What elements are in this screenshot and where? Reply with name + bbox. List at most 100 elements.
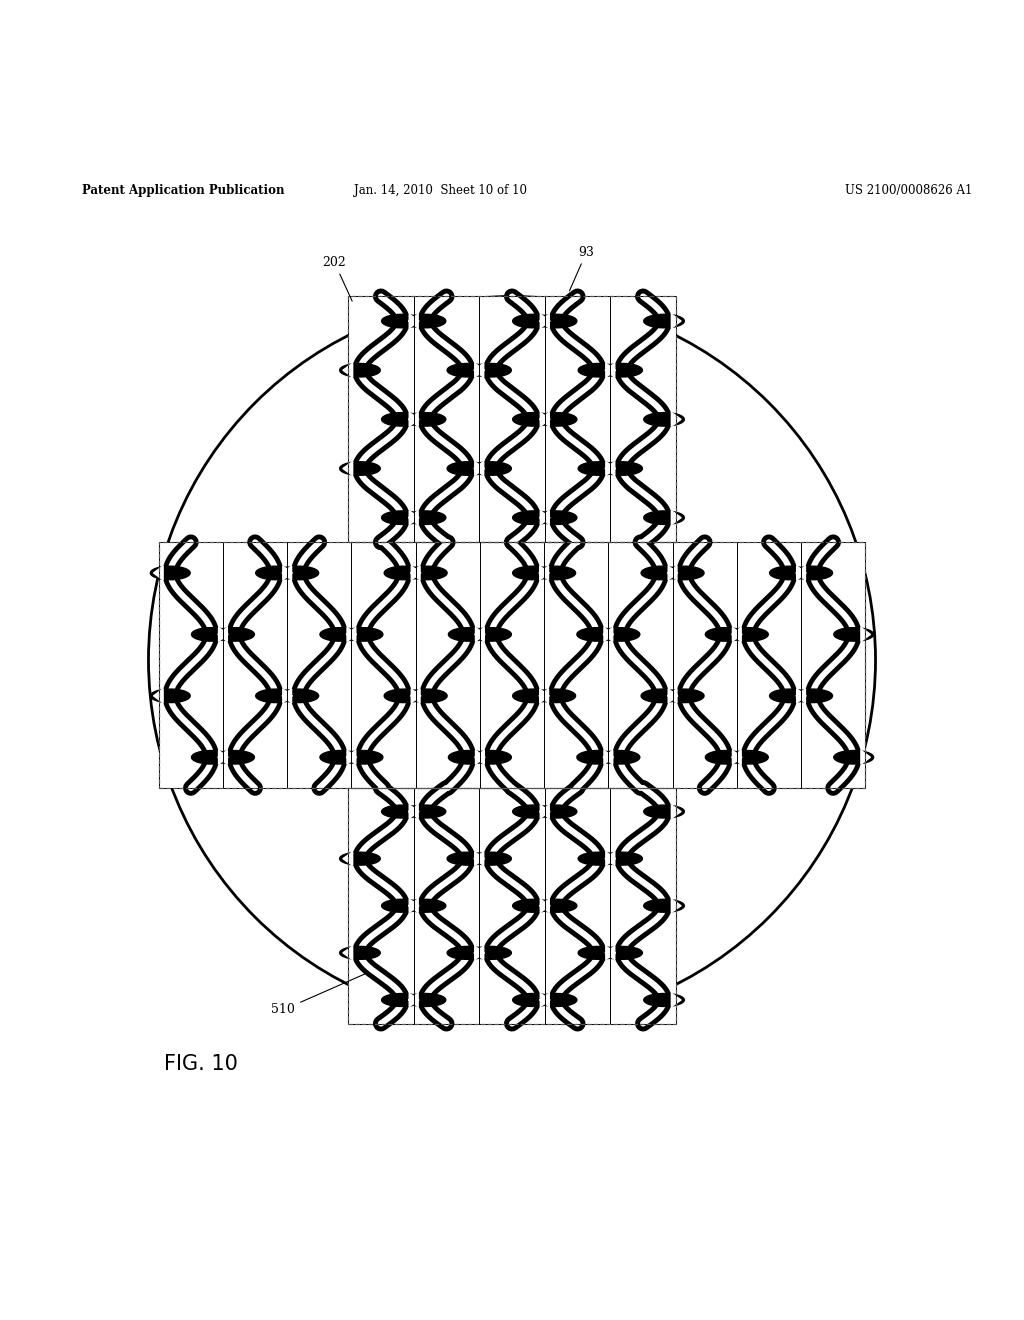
Polygon shape: [475, 627, 484, 642]
Polygon shape: [343, 851, 352, 866]
Polygon shape: [665, 566, 705, 579]
Polygon shape: [541, 511, 550, 524]
Polygon shape: [797, 566, 806, 579]
Polygon shape: [541, 412, 550, 426]
Polygon shape: [797, 689, 806, 702]
Polygon shape: [579, 853, 618, 865]
Polygon shape: [641, 689, 681, 702]
Polygon shape: [215, 751, 254, 764]
Polygon shape: [577, 751, 616, 764]
Polygon shape: [256, 689, 296, 702]
Polygon shape: [218, 627, 228, 642]
Polygon shape: [409, 511, 418, 524]
Polygon shape: [218, 627, 227, 642]
Polygon shape: [796, 566, 806, 579]
Polygon shape: [382, 511, 422, 524]
Polygon shape: [796, 689, 806, 702]
Polygon shape: [475, 363, 484, 378]
Polygon shape: [410, 805, 419, 818]
Bar: [348, 788, 676, 1023]
Text: 93: 93: [569, 246, 595, 290]
Polygon shape: [382, 994, 422, 1006]
Polygon shape: [644, 899, 684, 912]
Bar: [348, 788, 676, 1023]
Polygon shape: [218, 750, 228, 764]
Polygon shape: [540, 511, 549, 524]
Polygon shape: [447, 363, 487, 378]
Polygon shape: [540, 689, 549, 702]
Polygon shape: [541, 993, 550, 1007]
Polygon shape: [279, 689, 318, 702]
Polygon shape: [540, 805, 549, 818]
Polygon shape: [537, 899, 577, 912]
Polygon shape: [513, 994, 553, 1006]
Text: US 2100/0008626 A1: US 2100/0008626 A1: [846, 183, 973, 197]
Polygon shape: [770, 689, 809, 702]
Polygon shape: [154, 689, 163, 702]
Polygon shape: [408, 566, 447, 579]
Polygon shape: [602, 462, 642, 475]
Polygon shape: [319, 751, 359, 764]
Polygon shape: [600, 627, 640, 642]
Polygon shape: [540, 314, 549, 329]
Polygon shape: [409, 899, 418, 912]
Polygon shape: [282, 689, 292, 702]
Polygon shape: [672, 412, 681, 426]
Polygon shape: [346, 750, 355, 764]
Polygon shape: [732, 627, 741, 642]
Polygon shape: [770, 566, 809, 579]
Polygon shape: [513, 566, 553, 579]
Polygon shape: [539, 566, 549, 579]
Polygon shape: [410, 899, 419, 912]
Polygon shape: [471, 946, 511, 960]
Polygon shape: [513, 805, 553, 818]
Polygon shape: [861, 627, 870, 642]
Polygon shape: [728, 627, 768, 642]
Polygon shape: [644, 994, 684, 1006]
Polygon shape: [606, 462, 615, 475]
Polygon shape: [154, 566, 163, 579]
Polygon shape: [668, 566, 677, 579]
Polygon shape: [343, 462, 352, 475]
Polygon shape: [408, 689, 447, 702]
Polygon shape: [644, 511, 684, 524]
Polygon shape: [603, 750, 612, 764]
Polygon shape: [475, 750, 484, 764]
Polygon shape: [834, 751, 873, 764]
Polygon shape: [604, 627, 613, 642]
Polygon shape: [409, 805, 418, 818]
Polygon shape: [340, 946, 380, 960]
Polygon shape: [471, 853, 511, 865]
Polygon shape: [513, 511, 553, 524]
Polygon shape: [191, 627, 231, 642]
Polygon shape: [406, 994, 445, 1006]
Polygon shape: [672, 511, 681, 524]
Polygon shape: [513, 899, 553, 912]
Polygon shape: [536, 566, 575, 579]
Polygon shape: [447, 462, 487, 475]
Polygon shape: [472, 627, 511, 642]
Polygon shape: [474, 363, 483, 378]
Polygon shape: [410, 412, 419, 426]
Polygon shape: [449, 627, 488, 642]
Polygon shape: [668, 689, 677, 702]
Polygon shape: [384, 689, 424, 702]
Polygon shape: [475, 946, 484, 960]
Polygon shape: [191, 751, 231, 764]
Polygon shape: [410, 993, 419, 1007]
Polygon shape: [603, 627, 612, 642]
Polygon shape: [605, 851, 614, 866]
Polygon shape: [346, 627, 355, 642]
Polygon shape: [579, 946, 618, 960]
Text: 202: 202: [323, 256, 352, 301]
Polygon shape: [382, 805, 422, 818]
Polygon shape: [347, 627, 356, 642]
Polygon shape: [447, 853, 487, 865]
Polygon shape: [606, 946, 615, 960]
Polygon shape: [319, 627, 359, 642]
Polygon shape: [340, 853, 380, 865]
Polygon shape: [471, 363, 511, 378]
Polygon shape: [861, 750, 870, 764]
Polygon shape: [411, 689, 420, 702]
Polygon shape: [605, 462, 614, 475]
